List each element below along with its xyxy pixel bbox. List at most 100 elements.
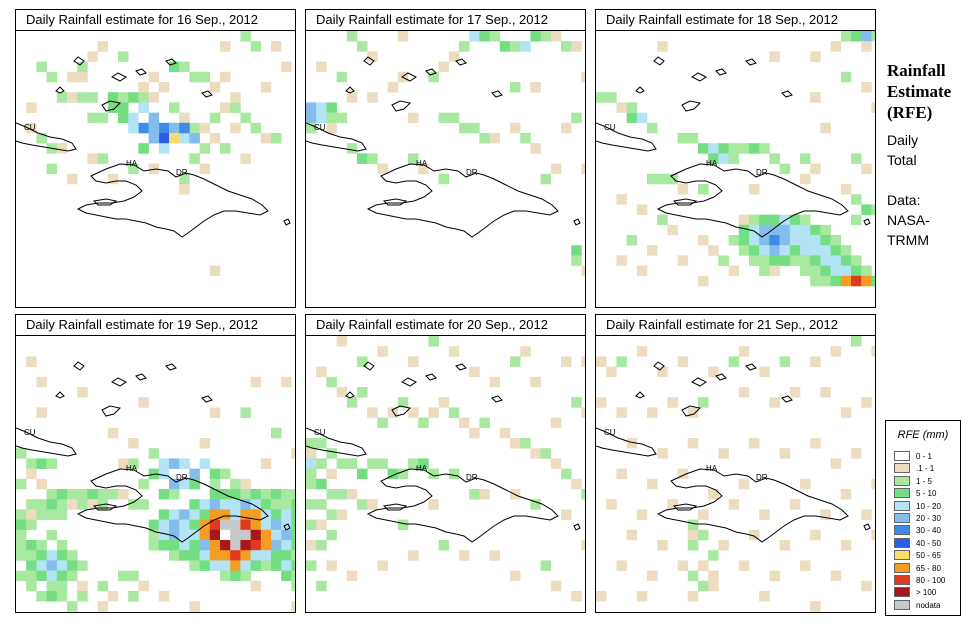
rainfall-cell [220, 71, 231, 83]
rainfall-cell [56, 489, 68, 500]
legend-label: 0 - 1 [916, 452, 933, 461]
rainfall-cell [336, 489, 348, 500]
rainfall-cell [16, 570, 27, 582]
rainfall-cell [550, 417, 562, 429]
rainfall-cell [240, 529, 251, 541]
panel-title: Daily Rainfall estimate for 19 Sep., 201… [15, 314, 296, 336]
rainfall-cell [667, 499, 678, 510]
rainfall-cell [738, 245, 750, 256]
rainfall-cell [281, 540, 292, 551]
legend-swatch [894, 451, 910, 461]
rainfall-cell [408, 550, 419, 561]
legend-label: nodata [916, 600, 941, 610]
rainfall-cell [209, 468, 221, 480]
rainfall-cell [728, 153, 740, 164]
rainfall-cell [26, 468, 37, 480]
island-coastline [283, 523, 291, 531]
rainfall-cell [636, 204, 648, 215]
rainfall-cell [199, 509, 211, 520]
rainfall-cell [87, 112, 98, 124]
island-coastline [165, 363, 177, 371]
rainfall-map: CU HA DR [305, 30, 586, 308]
rainfall-cell [326, 448, 337, 459]
rainfall-cell [861, 31, 872, 42]
rainfall-cell [800, 214, 811, 226]
rainfall-grid [596, 336, 875, 612]
rainfall-cell [220, 529, 231, 541]
rainfall-cell [810, 51, 821, 62]
country-label: HA [706, 159, 718, 168]
rainfall-cell [708, 245, 719, 256]
rainfall-cell [408, 153, 419, 164]
rainfall-cell [209, 407, 221, 418]
island-coastline [382, 198, 408, 206]
rainfall-cell [830, 255, 842, 266]
rainfall-cell [571, 112, 582, 124]
rainfall-cell [306, 478, 317, 490]
rainfall-cell [769, 224, 780, 236]
rainfall-cell [479, 417, 490, 429]
rainfall-cell [16, 509, 27, 520]
rainfall-cell [209, 478, 221, 490]
island-coastline [165, 58, 177, 66]
country-label: CU [314, 123, 326, 132]
rainfall-cell [530, 448, 541, 459]
rainfall-cell [357, 468, 368, 480]
country-label: CU [604, 123, 616, 132]
rainfall-cell [179, 540, 190, 551]
legend-label: 5 - 10 [916, 489, 937, 499]
rainfall-cell [56, 540, 68, 551]
rainfall-cell [326, 376, 337, 388]
rainfall-cell [698, 560, 709, 571]
rainfall-cell [46, 489, 58, 500]
rainfall-cell [738, 560, 750, 571]
rainfall-cell [800, 560, 811, 571]
rainfall-cell [810, 245, 821, 256]
rainfall-cell [616, 407, 627, 418]
rainfall-cell [657, 540, 668, 551]
rainfall-cell [138, 92, 149, 103]
sidebar-text-line: TRMM [887, 232, 929, 248]
rainfall-cell [636, 346, 648, 357]
rainfall-cell [281, 570, 292, 582]
rainfall-cell [199, 550, 211, 561]
rainfall-cell [759, 255, 770, 266]
rainfall-cell [291, 570, 295, 582]
rainfall-cell [387, 82, 399, 93]
rainfall-cell [97, 601, 109, 612]
rainfall-cell [179, 112, 190, 124]
rainfall-cell [199, 529, 211, 541]
rainfall-cell [271, 540, 282, 551]
rainfall-cell [169, 478, 180, 490]
rainfall-cell [861, 265, 872, 277]
rainfall-cell [830, 41, 842, 52]
rainfall-cell [687, 529, 699, 541]
rainfall-cell [169, 489, 180, 500]
rainfall-cell [199, 122, 211, 134]
rainfall-cell [220, 570, 231, 582]
rainfall-cell [189, 560, 200, 571]
rainfall-cell [540, 31, 552, 42]
sidebar-period: Daily Total [887, 130, 918, 170]
rainfall-cell [749, 245, 760, 256]
rainfall-cell [326, 509, 337, 520]
rainfall-cell [581, 71, 585, 83]
rainfall-cell [667, 397, 678, 408]
rainfall-cell [281, 376, 292, 388]
rainfall-cell [306, 122, 317, 134]
rainfall-cell [209, 529, 221, 541]
rainfall-cell [336, 509, 348, 520]
rainfall-cell [626, 112, 638, 124]
rainfall-cell [871, 529, 875, 541]
rainfall-cell [800, 255, 811, 266]
rainfall-cell [657, 41, 668, 52]
rainfall-cell [428, 468, 439, 480]
rainfall-cell [77, 591, 88, 602]
rainfall-cell [230, 92, 241, 103]
rainfall-cell [540, 173, 552, 185]
rainfall-cell [158, 143, 170, 154]
rainfall-cell [281, 61, 292, 73]
rainfall-cell [718, 540, 729, 551]
rainfall-cell [789, 214, 801, 226]
hispaniola-coastline [76, 163, 269, 238]
